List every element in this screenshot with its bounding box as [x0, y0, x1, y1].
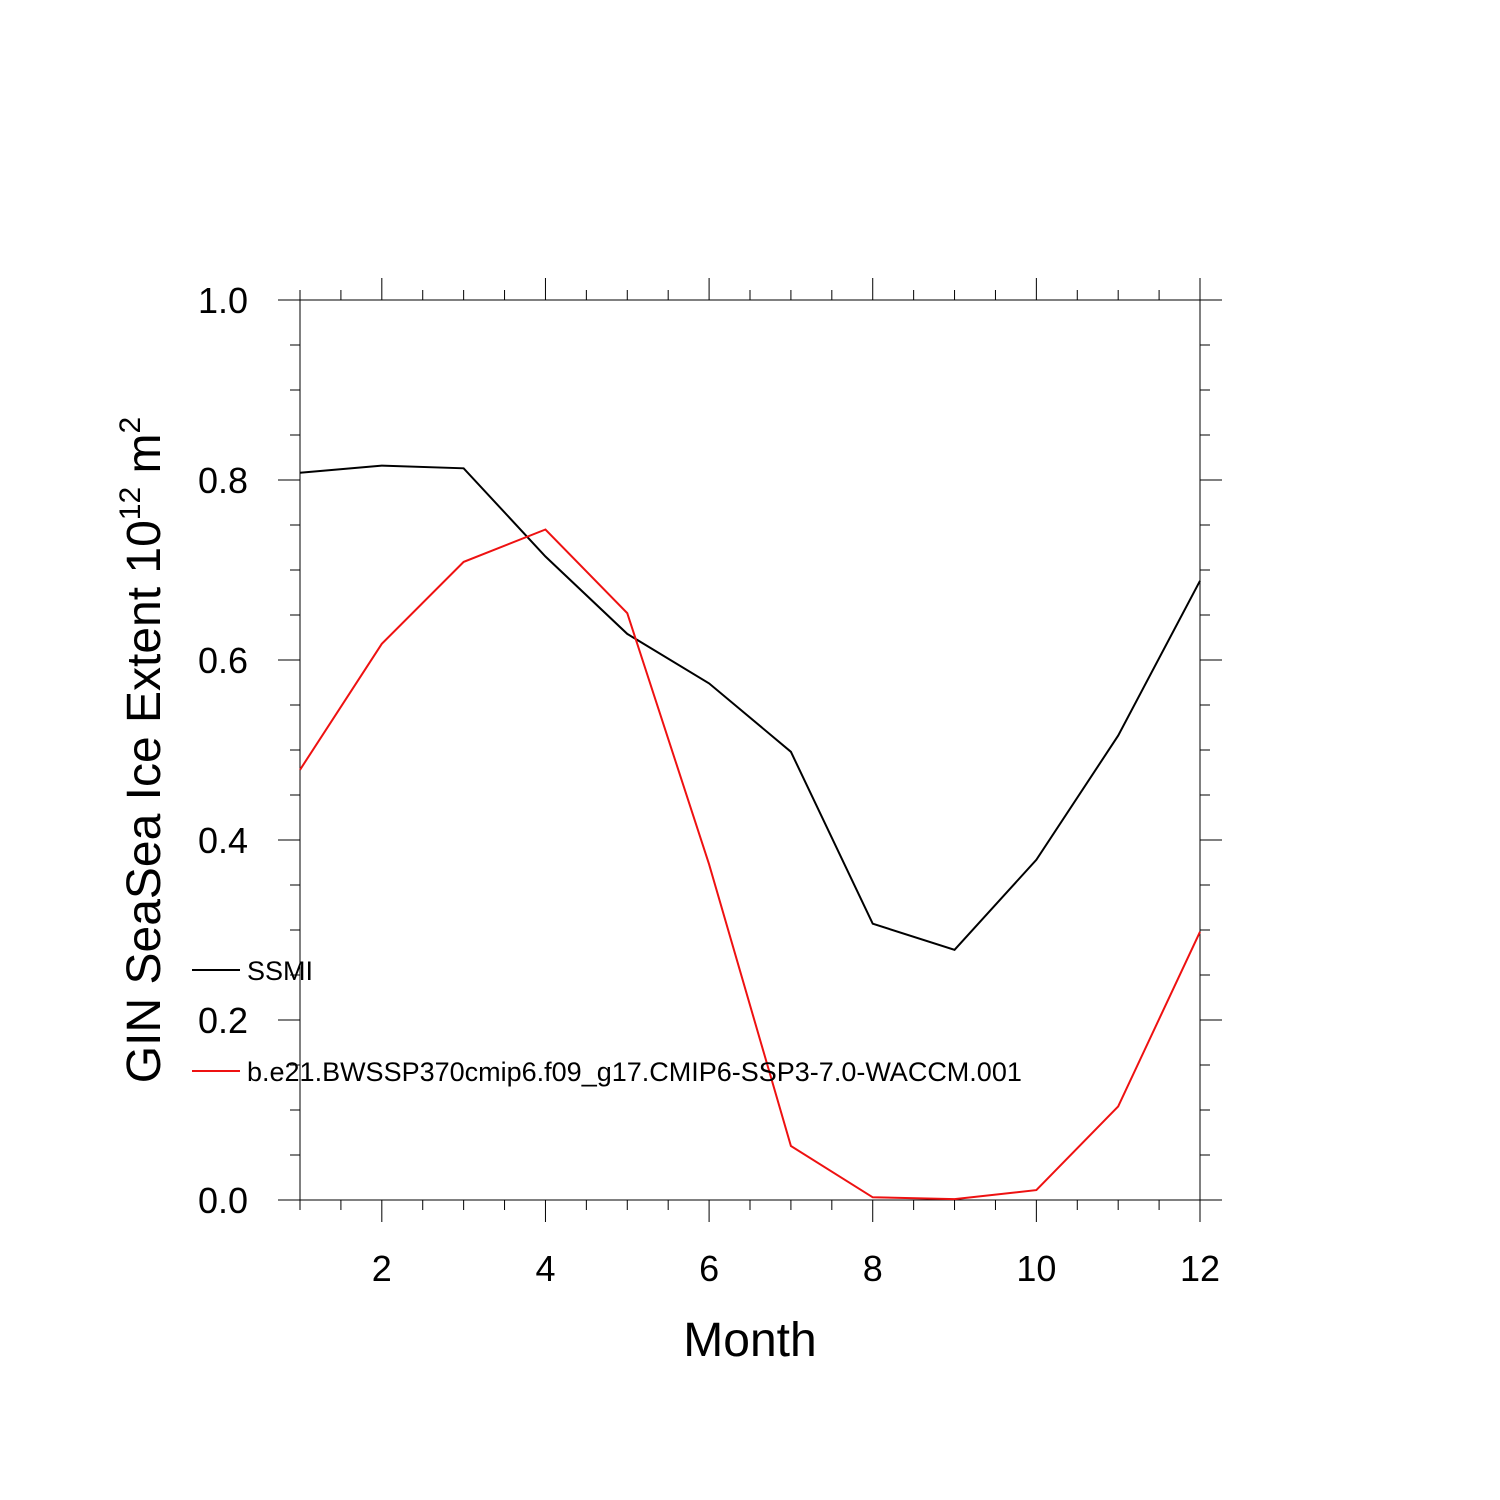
- x-tick-label: 10: [1016, 1248, 1056, 1289]
- series-line-1: [299, 464, 1201, 951]
- y-axis-label-exponent: 12: [114, 487, 147, 520]
- legend-label: SSMI: [247, 956, 313, 986]
- axis-ticks: [278, 278, 1222, 1222]
- legend-label: b.e21.BWSSP370cmip6.f09_g17.CMIP6-SSP3-7…: [247, 1057, 1022, 1087]
- y-tick-label: 1.0: [198, 280, 248, 321]
- y-axis-label-group: GIN SeaSea Ice Extent 1012 m2: [114, 417, 171, 1083]
- x-tick-label: 6: [699, 1248, 719, 1289]
- y-tick-label: 0.8: [198, 460, 248, 501]
- x-tick-label: 4: [535, 1248, 555, 1289]
- y-tick-label: 0.2: [198, 1000, 248, 1041]
- series-line-2: [299, 528, 1201, 1201]
- y-axis-label-unit: m: [118, 433, 171, 473]
- x-tick-label: 12: [1180, 1248, 1220, 1289]
- series-layer: [299, 464, 1201, 1201]
- y-axis-label-unit-exponent: 2: [114, 417, 147, 434]
- y-tick-label: 0.6: [198, 640, 248, 681]
- y-tick-label: 0.0: [198, 1180, 248, 1221]
- y-axis-label-text: GIN SeaSea Ice Extent 10: [118, 520, 171, 1083]
- y-tick-label: 0.4: [198, 820, 248, 861]
- legend: SSMI b.e21.BWSSP370cmip6.f09_g17.CMIP6-SS…: [192, 956, 1022, 1087]
- x-tick-label: 2: [372, 1248, 392, 1289]
- y-axis-label: GIN SeaSea Ice Extent 1012 m2: [114, 417, 171, 1083]
- x-tick-label: 8: [863, 1248, 883, 1289]
- tick-labels: 2 4 6 8 10 12 0.0 0.2 0.4 0.6 0.8 1.0: [198, 280, 1220, 1289]
- y-axis-label-space: [118, 473, 171, 486]
- x-axis-label: Month: [683, 1314, 816, 1367]
